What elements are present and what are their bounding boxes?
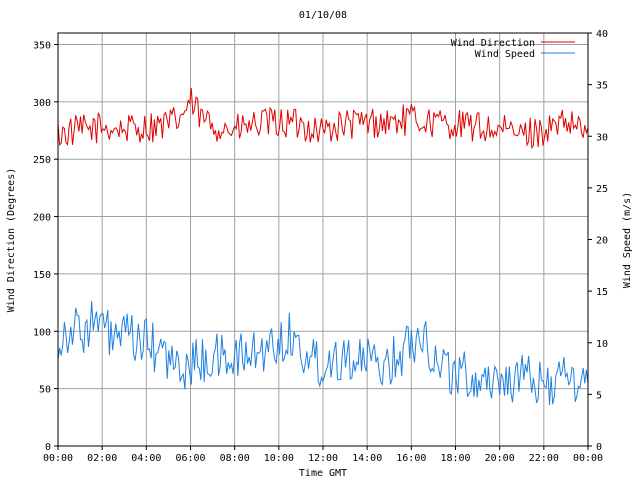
x-tick-label: 14:00 [352,453,382,464]
y-left-tick-label: 200 [33,213,51,224]
x-tick-label: 16:00 [396,453,426,464]
y-right-tick-label: 0 [596,442,602,453]
y-left-tick-label: 300 [33,98,51,109]
y-axis-left-label: Wind Direction (Degrees) [6,168,17,313]
y-left-tick-label: 0 [45,442,51,453]
x-axis-label: Time GMT [299,468,347,479]
x-tick-label: 22:00 [529,453,559,464]
y-right-tick-label: 5 [596,390,602,401]
series-layer [57,87,589,406]
grid-lines [58,33,588,446]
x-tick-label: 10:00 [264,453,294,464]
y-right-tick-label: 20 [596,236,608,247]
y-right-tick-label: 30 [596,132,608,143]
x-tick-label: 12:00 [308,453,338,464]
y-right-tick-label: 40 [596,29,608,40]
tick-labels: 00:00 02:00 04:00 06:00 08:00 10:00 12:00 14:00… [33,29,608,464]
y-axis-right-label: Wind Speed (m/s) [622,192,633,288]
y-left-tick-label: 150 [33,270,51,281]
series-line-wind-speed [57,301,589,406]
x-tick-label: 20:00 [485,453,515,464]
x-tick-label: 00:00 [43,453,73,464]
series-line-wind-direction [57,87,589,150]
x-tick-label: 06:00 [175,453,205,464]
legend-label-wind-direction: Wind Direction [451,38,535,49]
y-left-tick-label: 350 [33,40,51,51]
legend: Wind Direction Wind Speed [451,38,575,60]
y-right-tick-label: 35 [596,81,608,92]
x-tick-label: 18:00 [440,453,470,464]
y-left-tick-label: 100 [33,327,51,338]
tick-marks [54,32,592,450]
chart-title: 01/10/08 [299,10,347,21]
y-right-tick-label: 15 [596,287,608,298]
y-right-tick-label: 10 [596,339,608,350]
legend-label-wind-speed: Wind Speed [475,49,535,60]
y-right-tick-label: 25 [596,184,608,195]
y-left-tick-label: 250 [33,155,51,166]
y-left-tick-label: 50 [39,385,51,396]
x-tick-label: 08:00 [220,453,250,464]
x-tick-label: 02:00 [87,453,117,464]
x-tick-label: 04:00 [131,453,161,464]
x-tick-label: 00:00 [573,453,603,464]
